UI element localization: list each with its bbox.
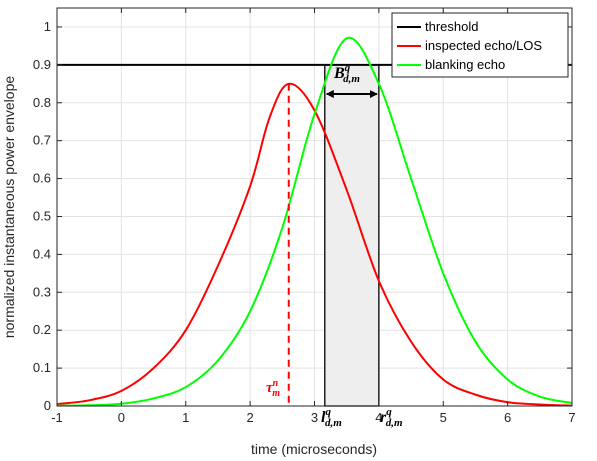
legend-label-inspected-echo: inspected echo/LOS [425, 38, 542, 53]
inspected-echo-curve [57, 82, 572, 406]
y-tick-label: 0.2 [33, 322, 51, 337]
y-tick-label: 0.7 [33, 133, 51, 148]
y-tick-label: 0.3 [33, 284, 51, 299]
x-tick-label: 2 [247, 410, 254, 425]
y-tick-label: 0 [44, 398, 51, 413]
y-tick-label: 0.8 [33, 95, 51, 110]
legend-label-blanking-echo: blanking echo [425, 57, 505, 72]
y-axis-title: normalized instantaneous power envelope [1, 76, 17, 338]
legend: threshold inspected echo/LOS blanking ec… [391, 12, 569, 78]
x-tick-label: 5 [440, 410, 447, 425]
x-axis-title: time (microseconds) [251, 441, 377, 457]
x-tick-label: 7 [568, 410, 575, 425]
legend-label-threshold: threshold [425, 19, 478, 34]
y-tick-label: 0.9 [33, 57, 51, 72]
y-tick-label: 0.4 [33, 246, 51, 261]
x-tick-label: 3 [311, 410, 318, 425]
x-tick-label: 6 [504, 410, 511, 425]
y-tick-label: 0.5 [33, 208, 51, 223]
tau-label: τn m [266, 378, 280, 399]
blanking-region [324, 64, 380, 407]
x-tick-label: 0 [118, 410, 125, 425]
width-label: Bq d,m [333, 62, 360, 85]
legend-box [391, 12, 569, 78]
blanking-echo-curve [57, 36, 572, 406]
y-tick-label: 0.1 [33, 360, 51, 375]
y-tick-label: 1 [44, 19, 51, 34]
x-tick-label: -1 [51, 410, 63, 425]
y-tick-label: 0.6 [33, 171, 51, 186]
right-edge-label: rq d,m [380, 406, 403, 429]
axis-ticks: -1 0 1 2 3 4 5 6 700.10.20.30.40.50.60.70.80.91 [33, 8, 576, 425]
left-edge-label: lq d,m [321, 406, 342, 429]
x-tick-label: 4 [375, 410, 382, 425]
x-tick-label: 1 [182, 410, 189, 425]
